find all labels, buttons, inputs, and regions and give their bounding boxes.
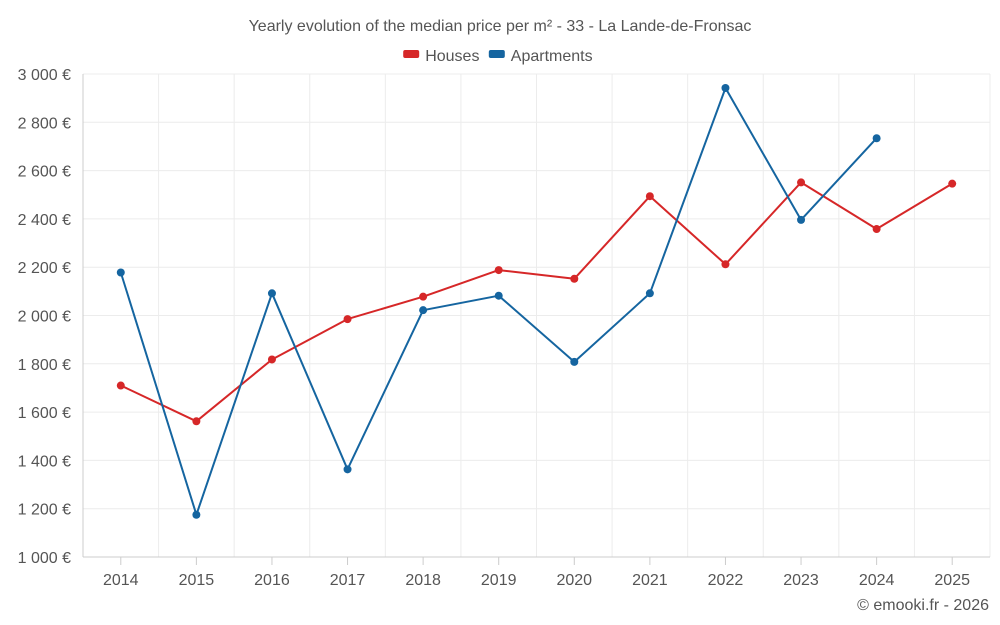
houses-point bbox=[419, 292, 428, 301]
x-tick-label: 2018 bbox=[405, 572, 441, 589]
credit-text: © emooki.fr - 2026 bbox=[857, 597, 989, 614]
houses-point bbox=[116, 381, 125, 390]
axes bbox=[82, 74, 990, 565]
x-tick-label: 2016 bbox=[254, 572, 290, 589]
apartments-point bbox=[267, 289, 276, 298]
apartments-point bbox=[343, 465, 352, 474]
y-axis-ticks: 1 000 € 1 200 € 1 400 € 1 600 € 1 800 € 2 000… bbox=[18, 67, 71, 567]
houses-point bbox=[494, 266, 503, 275]
apartments-point bbox=[116, 268, 125, 277]
apartments-point bbox=[494, 291, 503, 300]
y-tick-label: 2 800 € bbox=[18, 115, 71, 132]
houses-legend-label: Houses bbox=[425, 48, 479, 65]
apartments-point bbox=[645, 289, 654, 298]
x-tick-label: 2020 bbox=[556, 572, 592, 589]
houses-point bbox=[872, 225, 881, 234]
y-tick-label: 2 200 € bbox=[18, 260, 71, 277]
x-axis-ticks: 2014 2015 2016 2017 2018 2019 2020 2021 2022 2023… bbox=[103, 572, 970, 589]
houses-point bbox=[948, 179, 957, 188]
y-tick-label: 1 200 € bbox=[18, 502, 71, 519]
x-tick-label: 2014 bbox=[103, 572, 139, 589]
x-tick-label: 2015 bbox=[179, 572, 215, 589]
houses-point bbox=[797, 178, 806, 187]
houses-point bbox=[570, 274, 579, 283]
apartments-point bbox=[192, 510, 201, 519]
x-tick-label: 2025 bbox=[934, 572, 970, 589]
series-group bbox=[116, 84, 957, 519]
apartments-legend-label: Apartments bbox=[511, 48, 593, 65]
apartments-point bbox=[872, 134, 881, 143]
y-tick-label: 3 000 € bbox=[18, 67, 71, 84]
apartments-point bbox=[419, 306, 428, 315]
y-tick-label: 2 600 € bbox=[18, 164, 71, 181]
grid bbox=[82, 73, 991, 558]
y-tick-label: 1 800 € bbox=[18, 357, 71, 374]
apartments-point bbox=[721, 84, 730, 93]
y-tick-label: 1 000 € bbox=[18, 550, 71, 567]
houses-point bbox=[192, 417, 201, 426]
x-tick-label: 2022 bbox=[708, 572, 744, 589]
y-tick-label: 2 400 € bbox=[18, 212, 71, 229]
x-tick-label: 2019 bbox=[481, 572, 517, 589]
houses-point bbox=[343, 315, 352, 324]
apartments-point bbox=[570, 357, 579, 366]
houses-series-line bbox=[120, 181, 953, 423]
apartments-legend-swatch bbox=[488, 50, 505, 58]
x-tick-label: 2024 bbox=[859, 572, 895, 589]
x-tick-label: 2021 bbox=[632, 572, 668, 589]
houses-point bbox=[267, 355, 276, 364]
houses-point bbox=[645, 192, 654, 201]
y-tick-label: 2 000 € bbox=[18, 309, 71, 326]
houses-point bbox=[721, 260, 730, 269]
y-tick-label: 1 400 € bbox=[18, 453, 71, 470]
legend: Houses Apartments bbox=[403, 48, 593, 65]
y-tick-label: 1 600 € bbox=[18, 405, 71, 422]
x-tick-label: 2017 bbox=[330, 572, 366, 589]
chart-title: Yearly evolution of the median price per… bbox=[249, 18, 752, 35]
houses-legend-swatch bbox=[403, 50, 420, 58]
apartments-point bbox=[797, 215, 806, 224]
x-tick-label: 2023 bbox=[783, 572, 819, 589]
